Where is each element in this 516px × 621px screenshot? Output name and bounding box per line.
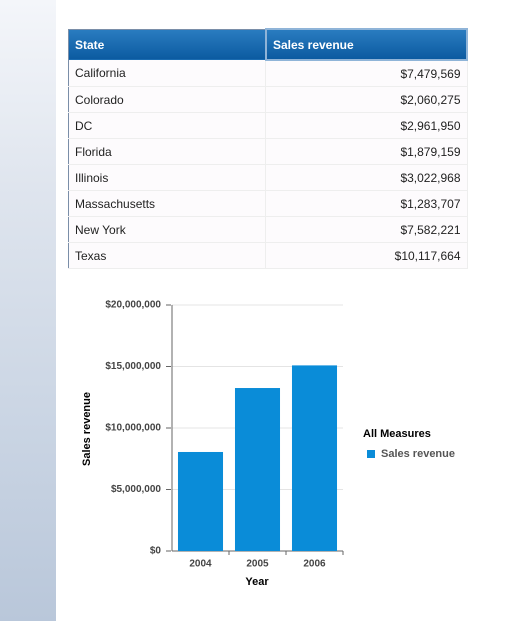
table-row: DC $2,961,950 — [68, 112, 468, 139]
table-row: Massachusetts $1,283,707 — [68, 190, 468, 217]
table-row: Florida $1,879,159 — [68, 138, 468, 165]
state-cell: Colorado — [68, 86, 267, 113]
side-panel — [0, 0, 56, 621]
y-tick-label: $5,000,000 — [111, 484, 161, 495]
table-row: Illinois $3,022,968 — [68, 164, 468, 191]
table-body: California $7,479,569 Colorado $2,060,275 DC… — [68, 60, 468, 269]
legend-label: Sales revenue — [381, 448, 455, 460]
column-header[interactable]: Sales revenue — [264, 28, 469, 61]
revenue-cell: $2,060,275 — [265, 86, 468, 113]
table-row: Texas $10,117,664 — [68, 242, 468, 269]
revenue-cell: $1,879,159 — [265, 138, 468, 165]
state-cell: Massachusetts — [68, 190, 267, 217]
x-axis-label: Year — [245, 576, 269, 588]
revenue-cell: $7,582,221 — [265, 216, 468, 243]
state-cell: Illinois — [68, 164, 267, 191]
legend-swatch — [367, 450, 375, 458]
header-row: State Sales revenue — [68, 28, 469, 61]
revenue-cell: $2,961,950 — [265, 112, 468, 139]
bar — [177, 451, 224, 551]
revenue-cell: $3,022,968 — [265, 164, 468, 191]
revenue-cell: $7,479,569 — [265, 60, 468, 87]
table-row: New York $7,582,221 — [68, 216, 468, 243]
bar — [291, 365, 338, 551]
state-cell: DC — [68, 112, 267, 139]
column-header[interactable]: State — [68, 29, 267, 60]
x-tick-label: 2005 — [246, 559, 269, 570]
y-tick-label: $10,000,000 — [105, 423, 161, 434]
y-tick-label: $15,000,000 — [105, 361, 161, 372]
revenue-cell: $10,117,664 — [265, 242, 468, 269]
state-cell: New York — [68, 216, 267, 243]
table-row: Colorado $2,060,275 — [68, 86, 468, 113]
state-cell: California — [68, 60, 267, 87]
table-row: California $7,479,569 — [68, 60, 468, 87]
state-cell: Florida — [68, 138, 267, 165]
y-axis-label: Sales revenue — [81, 392, 93, 466]
x-tick-label: 2004 — [189, 559, 212, 570]
y-tick-label: $0 — [150, 546, 162, 557]
state-cell: Texas — [68, 242, 267, 269]
bar — [234, 388, 281, 551]
data-table: State Sales revenue California $7,479,569… — [68, 28, 469, 269]
x-tick-label: 2006 — [303, 559, 326, 570]
legend-title: All Measures — [363, 428, 431, 440]
revenue-cell: $1,283,707 — [265, 190, 468, 217]
y-tick-label: $20,000,000 — [105, 300, 161, 311]
